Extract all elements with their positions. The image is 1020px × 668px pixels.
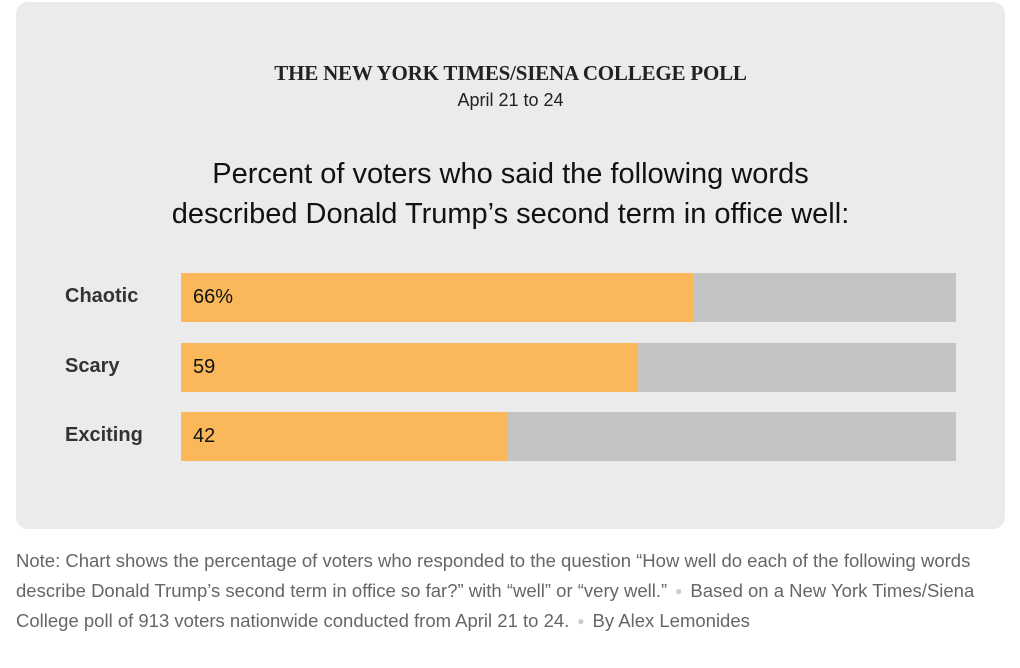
note-text: Note: Chart shows the percentage of vote… <box>16 550 971 601</box>
chart-title-line-1: Percent of voters who said the following… <box>212 158 809 190</box>
bar-label: Scary <box>65 354 120 377</box>
bar <box>181 412 507 461</box>
bar-value-label: 42 <box>193 425 216 447</box>
chart-title: Percent of voters who said the following… <box>16 154 1005 234</box>
bar <box>181 342 639 392</box>
poll-dates: April 21 to 24 <box>457 90 564 110</box>
bar-value-label: 59 <box>193 355 216 378</box>
bar-label: Chaotic <box>65 285 139 307</box>
note-source: Based on a New York Times/Siena College … <box>16 580 975 631</box>
bar-track: 66% <box>181 273 956 322</box>
note-byline: By Alex Lemonides <box>592 610 750 631</box>
chart-note: Note: Chart shows the percentage of vote… <box>16 546 1016 636</box>
bar-track: 59 <box>181 342 956 392</box>
bar-track: 42 <box>181 412 956 461</box>
bar-value-label: 66% <box>193 286 234 308</box>
separator-dot: ● <box>675 584 683 598</box>
poll-source-title: THE NEW YORK TIMES/SIENA COLLEGE POLL <box>274 61 747 85</box>
chart-card: THE NEW YORK TIMES/SIENA COLLEGE POLL Ap… <box>16 2 1005 529</box>
bar-label: Exciting <box>65 424 143 446</box>
separator-dot: ● <box>577 614 585 628</box>
chart-title-line-2: described Donald Trump’s second term in … <box>171 198 850 230</box>
bar <box>181 273 693 322</box>
